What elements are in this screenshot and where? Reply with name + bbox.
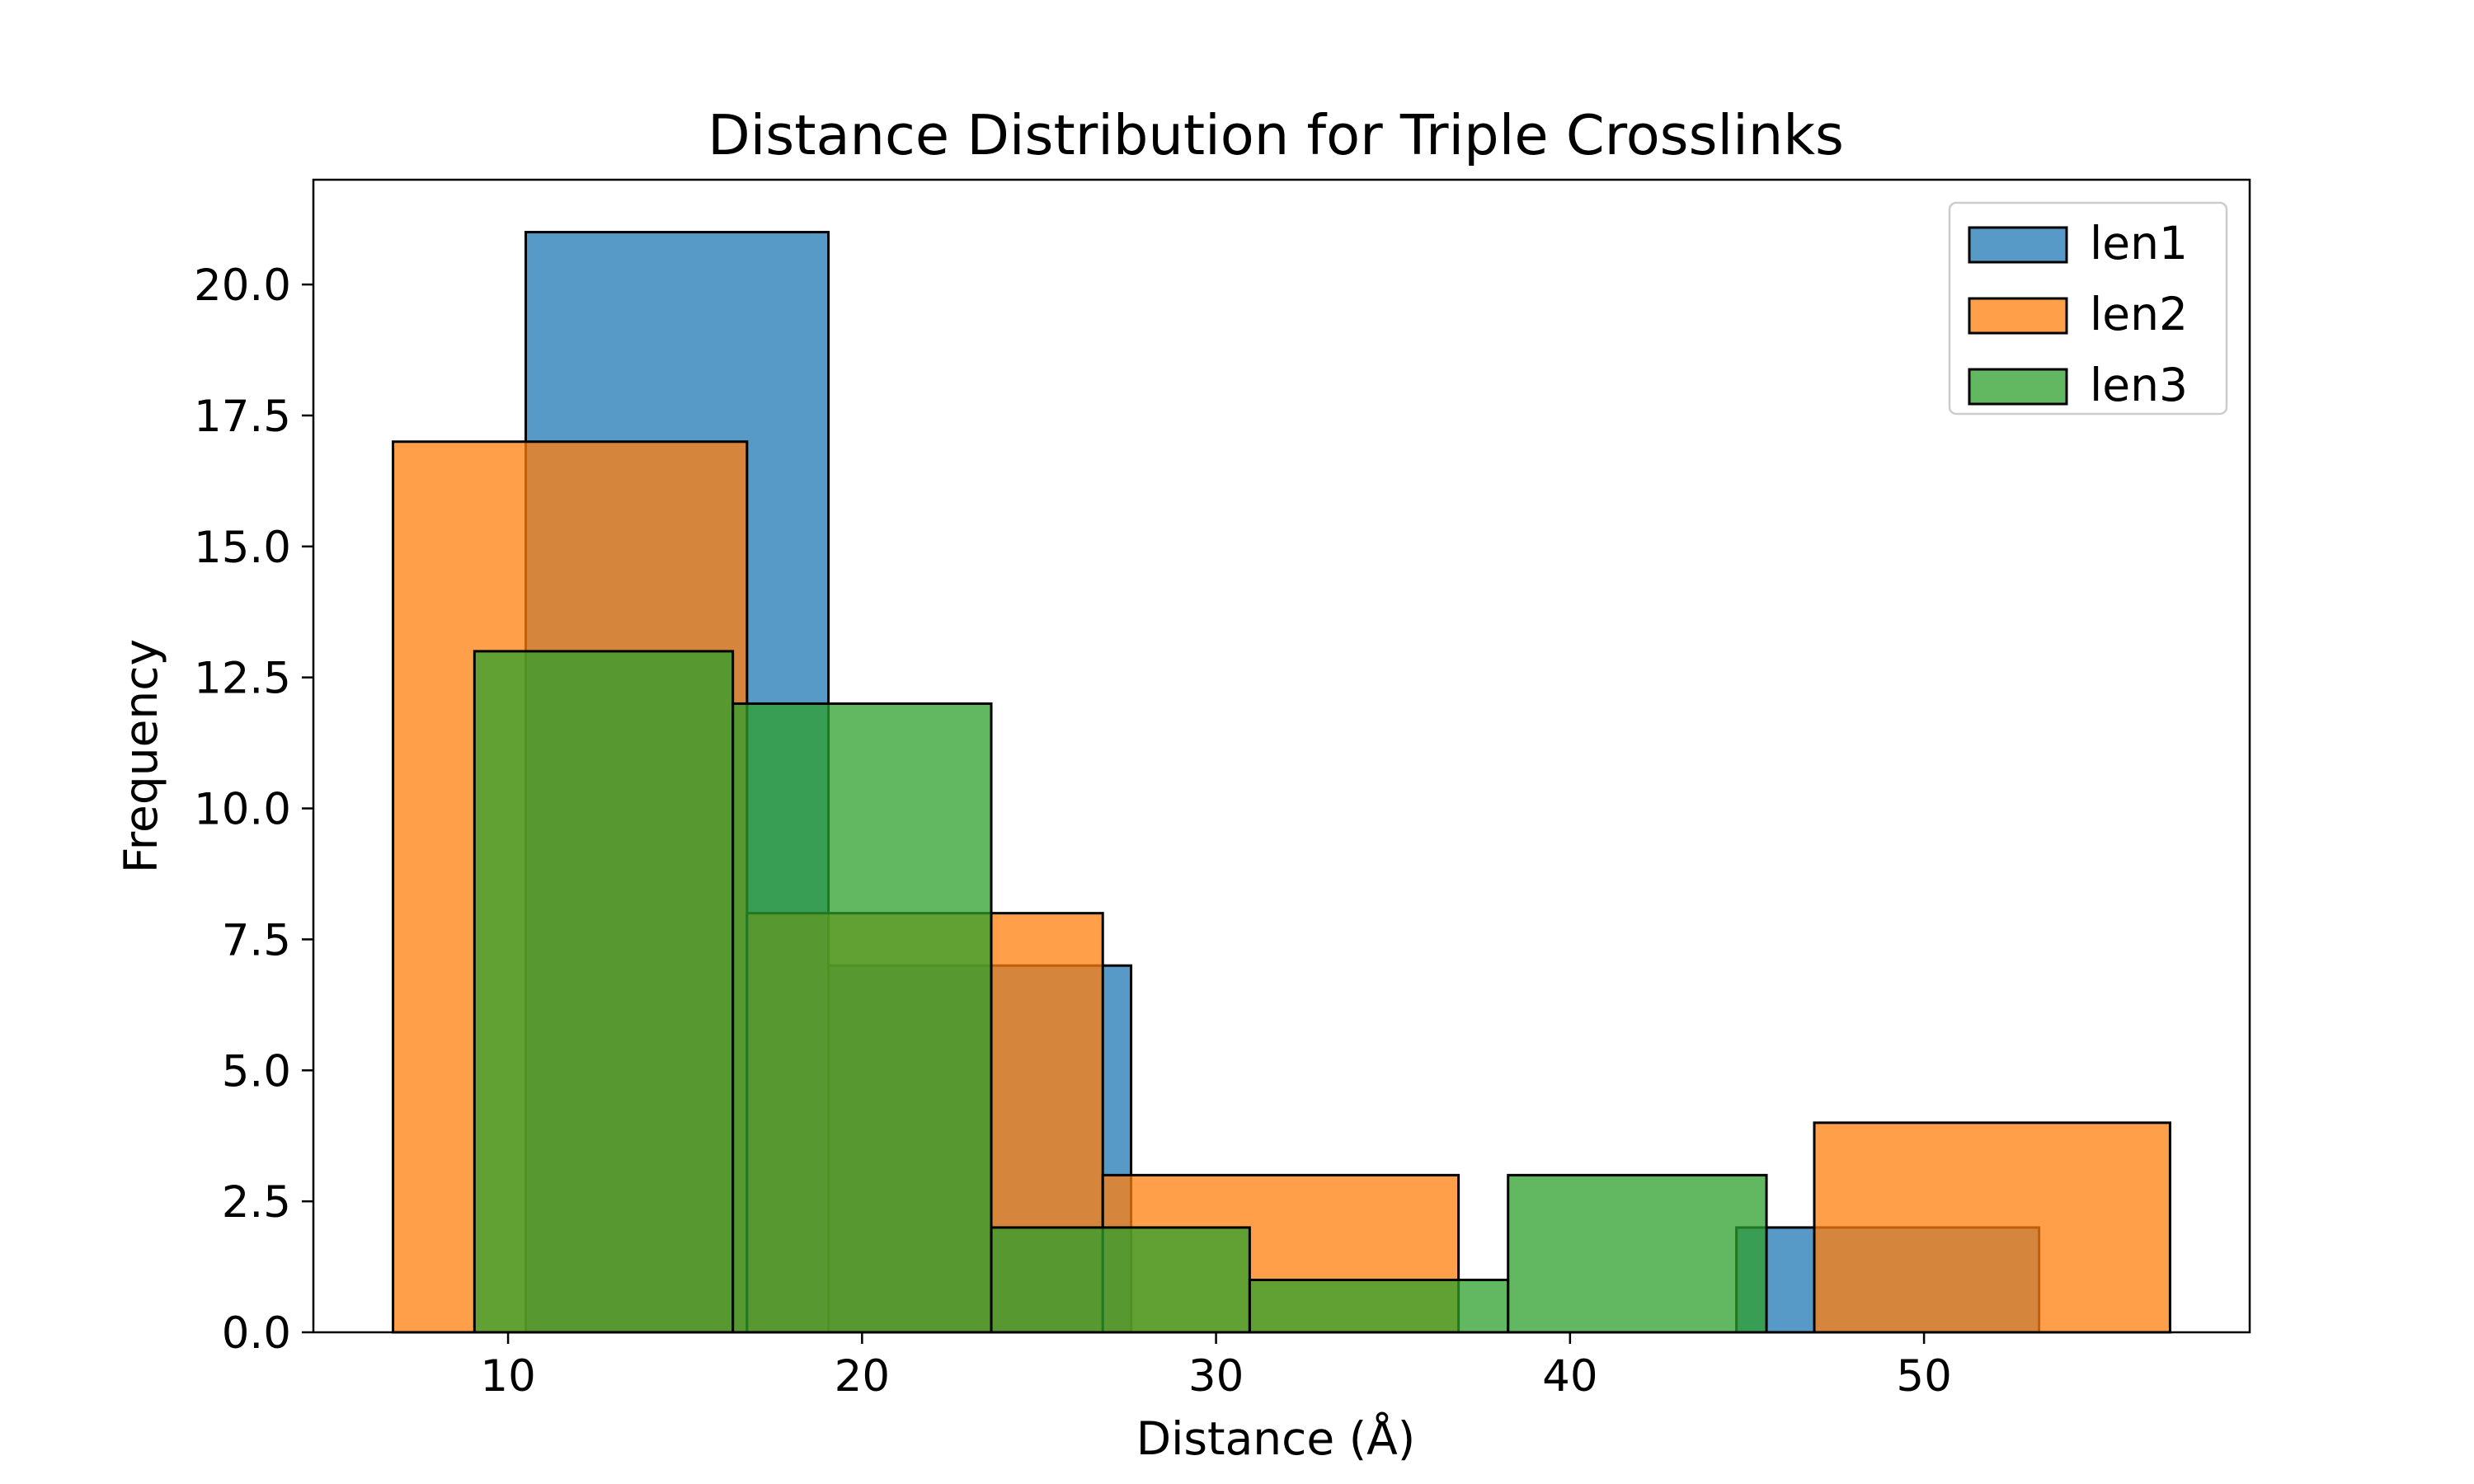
legend-label-len1: len1	[2090, 217, 2188, 270]
legend-label-len3: len3	[2090, 359, 2188, 411]
bars-layer	[392, 231, 2171, 1334]
y-tick-label: 17.5	[194, 392, 291, 442]
y-tick-label: 12.5	[194, 654, 291, 704]
bar-len3-0	[473, 650, 735, 1334]
chart-title: Distance Distribution for Triple Crossli…	[708, 103, 1844, 167]
legend: len1 len2 len3	[1948, 201, 2228, 416]
legend-label-len2: len2	[2090, 288, 2188, 340]
y-tick-label: 0.0	[222, 1308, 291, 1359]
y-tick-label: 7.5	[222, 915, 291, 965]
bar-len2-4	[1813, 1121, 2171, 1334]
x-tick-label: 40	[1542, 1351, 1597, 1402]
x-tick-label: 20	[835, 1351, 890, 1402]
bar-len3-4	[1507, 1173, 1768, 1334]
y-tick-label: 20.0	[194, 261, 291, 311]
y-tick-label: 15.0	[194, 523, 291, 573]
x-tick-label: 10	[480, 1351, 535, 1402]
plot-frame	[312, 178, 2251, 1334]
legend-swatch-len2	[1968, 297, 2068, 335]
x-tick-label: 50	[1896, 1351, 1951, 1402]
bar-len3-3	[1248, 1278, 1510, 1334]
y-tick-label: 5.0	[222, 1046, 291, 1097]
legend-swatch-len1	[1968, 226, 2068, 264]
y-axis-label: Frequency	[115, 639, 167, 873]
x-axis-label: Distance (Å)	[1136, 1411, 1416, 1465]
x-axis: 10 20 30 40 50	[480, 1332, 1952, 1402]
bar-len3-1	[731, 702, 993, 1334]
y-tick-label: 2.5	[222, 1177, 291, 1228]
x-tick-label: 30	[1188, 1351, 1244, 1402]
y-tick-label: 10.0	[194, 785, 291, 835]
bar-len3-2	[990, 1226, 1251, 1334]
y-axis: 0.0 2.5 5.0 7.5 10.0 12.5 15.0 17.5 20.0	[194, 261, 313, 1359]
legend-swatch-len3	[1968, 368, 2068, 406]
